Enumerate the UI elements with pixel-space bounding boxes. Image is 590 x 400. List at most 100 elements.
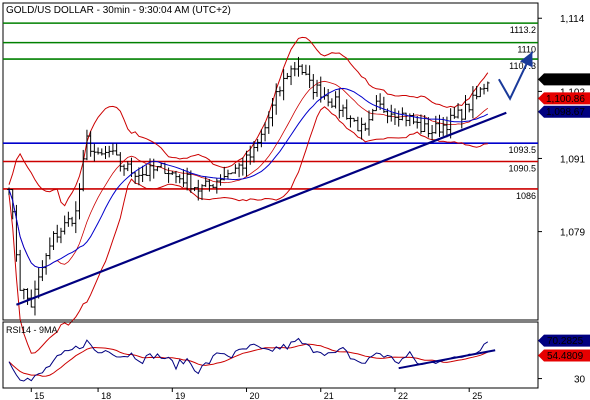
price-bar xyxy=(263,122,267,142)
price-bar xyxy=(77,183,82,220)
time-tick-label-1: 18 xyxy=(101,391,111,400)
price-bar xyxy=(300,64,304,75)
price-bar xyxy=(170,171,175,175)
price-bar xyxy=(203,176,208,187)
price-badge-0: 1,103.97 xyxy=(538,73,590,86)
rsi-badge-0: 70.2825 xyxy=(538,334,590,347)
price-bar xyxy=(241,157,245,176)
price-bar xyxy=(229,172,234,175)
price-bar xyxy=(140,165,145,183)
price-bar xyxy=(85,129,89,161)
price-bar xyxy=(352,117,356,122)
moving-average-line xyxy=(8,87,489,268)
price-bar xyxy=(215,178,219,194)
price-bar xyxy=(44,253,48,275)
price-bar xyxy=(430,124,434,140)
price-tick-label-3: 1,079 xyxy=(560,228,585,239)
time-tick-label-4: 21 xyxy=(324,391,334,400)
upper-band xyxy=(8,36,489,207)
price-bar xyxy=(307,65,312,89)
moving-average xyxy=(8,87,489,268)
price-bar xyxy=(189,170,193,193)
rsi-title: RSI14 - 9MA xyxy=(6,325,58,335)
chart-title: GOLD/US DOLLAR - 30min - 9:30:04 AM (UTC… xyxy=(6,5,231,16)
price-bar xyxy=(337,88,342,119)
price-bar xyxy=(266,111,271,134)
price-bar xyxy=(207,179,212,192)
price-bar xyxy=(326,88,330,107)
price-bar xyxy=(74,201,78,234)
price-bar xyxy=(330,98,334,109)
price-bar xyxy=(296,56,301,77)
rsi-badge-shape xyxy=(538,349,590,362)
price-bar xyxy=(289,65,293,86)
price-bar xyxy=(259,129,264,148)
price-bar xyxy=(396,110,401,127)
price-bar xyxy=(248,145,253,165)
price-bar xyxy=(363,122,368,131)
price-bar xyxy=(81,149,86,192)
rsi-badge-text: 70.2825 xyxy=(547,336,584,347)
time-tick-label-5: 22 xyxy=(398,391,408,400)
time-axis: 15 18 19 20 21 22 25 xyxy=(30,388,482,400)
price-bar xyxy=(122,164,126,176)
price-bar xyxy=(22,288,26,300)
rsi-panel-frame xyxy=(2,321,539,389)
price-bar xyxy=(452,106,457,119)
price-bar xyxy=(226,169,230,180)
price-bar xyxy=(59,227,63,244)
price-bar xyxy=(482,83,486,95)
forecast-arrowhead xyxy=(519,51,533,68)
price-bar xyxy=(382,96,386,113)
price-bar xyxy=(281,69,286,101)
price-bar xyxy=(181,169,186,188)
price-bar xyxy=(393,108,397,125)
rsi-tick-label-0: 30 xyxy=(574,375,586,386)
price-bar xyxy=(333,91,338,109)
price-badge-text: 1,100.86 xyxy=(546,94,585,105)
price-bar xyxy=(459,108,464,129)
level-label-2: 1107.3 xyxy=(509,61,536,71)
price-badge-text: 1,103.97 xyxy=(546,75,585,86)
level-label-5: 1086 xyxy=(516,191,536,201)
price-bar xyxy=(196,179,201,201)
price-bar xyxy=(55,224,60,243)
price-bar xyxy=(408,113,412,127)
price-bar xyxy=(471,86,475,119)
price-bar xyxy=(174,170,178,184)
level-label-0: 1113.2 xyxy=(510,25,536,35)
price-bar xyxy=(125,161,130,172)
price-bar xyxy=(356,116,360,132)
price-badge-shape xyxy=(538,73,590,86)
price-bar xyxy=(96,147,100,155)
price-bar xyxy=(415,115,420,129)
price-bar xyxy=(36,267,41,299)
time-tick-label-0: 15 xyxy=(34,391,44,400)
price-bar xyxy=(137,167,141,186)
price-badge-shape xyxy=(538,105,590,118)
rsi-ma-line xyxy=(8,343,489,377)
price-badges: 1,103.97 1,100.86 1,098.67 xyxy=(538,73,590,118)
price-bar xyxy=(485,81,490,92)
price-bar xyxy=(88,131,93,157)
support-trendline-line xyxy=(16,111,507,306)
level-label-4: 1090.5 xyxy=(508,164,536,174)
rsi-badge-shape xyxy=(538,334,590,347)
price-bar xyxy=(341,104,345,118)
time-tick-label-2: 19 xyxy=(175,391,185,400)
price-tick-label-0: 1,114 xyxy=(560,14,585,25)
price-bar xyxy=(192,187,197,192)
price-bar xyxy=(155,166,160,172)
price-bar xyxy=(422,115,427,132)
rsi-badges: 70.2825 54.4809 xyxy=(538,334,590,362)
price-badge-1: 1,100.86 xyxy=(538,92,590,105)
price-bar xyxy=(463,95,468,120)
price-bar xyxy=(70,216,74,227)
price-bar xyxy=(107,145,112,158)
price-bar xyxy=(237,162,241,178)
price-bar xyxy=(177,174,182,184)
price-bar xyxy=(367,110,371,136)
price-bar xyxy=(233,164,238,174)
